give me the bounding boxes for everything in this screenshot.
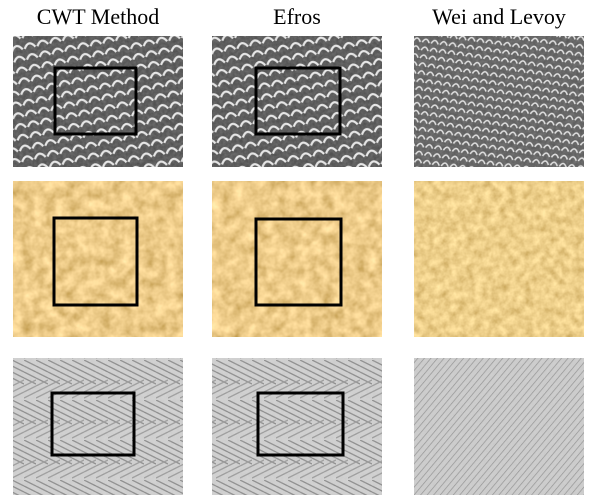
texture-image bbox=[212, 358, 382, 495]
texture-image bbox=[414, 181, 584, 337]
texture-image bbox=[13, 358, 183, 495]
figure: CWT Method Efros Wei and Levoy bbox=[0, 0, 593, 495]
texture-image bbox=[212, 36, 382, 167]
texture-image bbox=[13, 36, 183, 167]
texture-image bbox=[212, 181, 382, 337]
texture-image bbox=[414, 36, 584, 167]
column-header: Wei and Levoy bbox=[432, 4, 566, 29]
column-header: CWT Method bbox=[37, 4, 159, 29]
column-header: Efros bbox=[273, 4, 321, 29]
texture-image bbox=[414, 358, 584, 495]
texture-image bbox=[13, 181, 183, 337]
